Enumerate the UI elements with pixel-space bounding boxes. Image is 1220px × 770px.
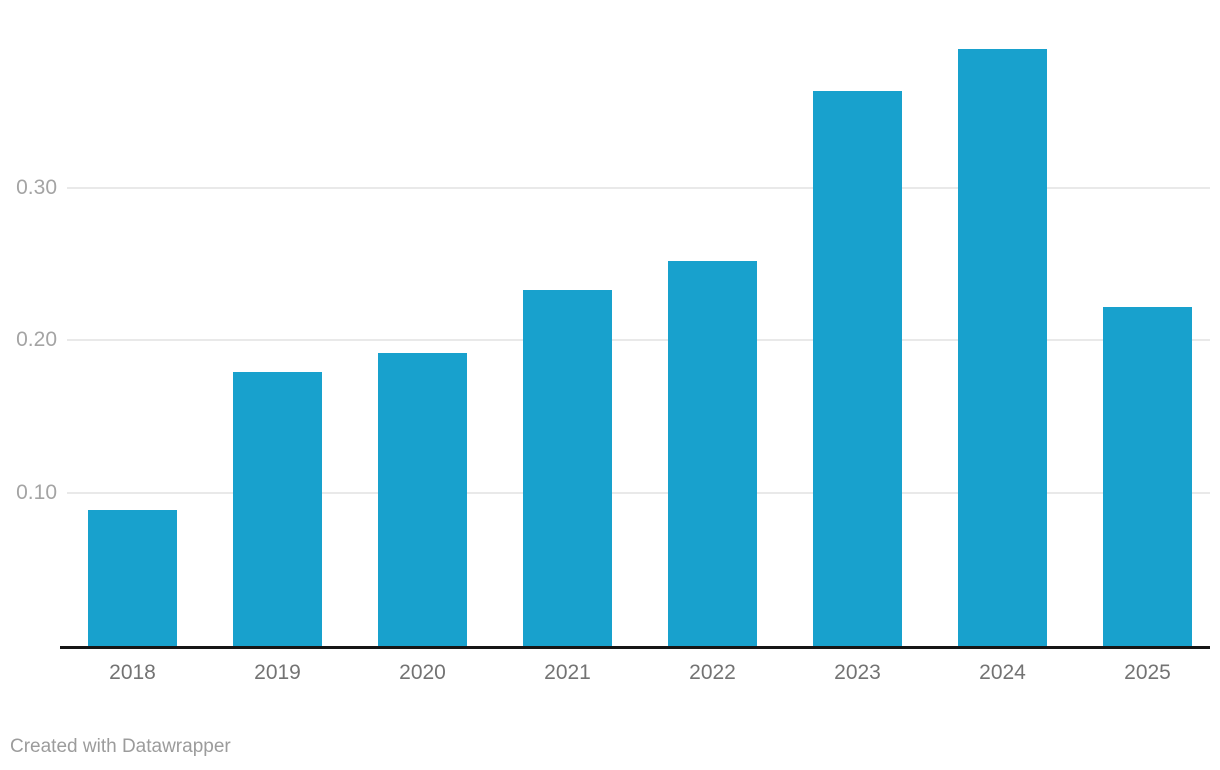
y-axis-tick-label: 0.20 [16,328,57,352]
y-gridline-0.10 [67,492,1210,495]
x-axis-label-2023: 2023 [834,661,881,684]
x-axis-label-2021: 2021 [544,661,591,684]
y-gridline-0.20 [67,339,1210,342]
x-axis-label-2018: 2018 [109,661,156,684]
bar-2020 [378,352,467,646]
x-axis-label-2020: 2020 [399,661,446,684]
bar-2019 [233,372,322,646]
x-axis-label-2019: 2019 [254,661,301,684]
bar-2021 [523,289,612,646]
x-axis-label-2024: 2024 [979,661,1026,684]
y-axis-tick-label: 0.30 [16,175,57,199]
bar-2023 [813,91,902,646]
bar-2025 [1103,306,1192,646]
bar-2018 [88,510,177,646]
x-axis-label-2022: 2022 [689,661,736,684]
bar-2022 [668,260,757,646]
x-axis-line [60,646,1210,649]
x-axis-label-2025: 2025 [1124,661,1171,684]
y-axis-tick-label: 0.10 [16,481,57,505]
y-gridline-0.30 [67,186,1210,189]
bar-2024 [958,48,1047,646]
datawrapper-credit-link[interactable]: Created with Datawrapper [10,736,231,757]
